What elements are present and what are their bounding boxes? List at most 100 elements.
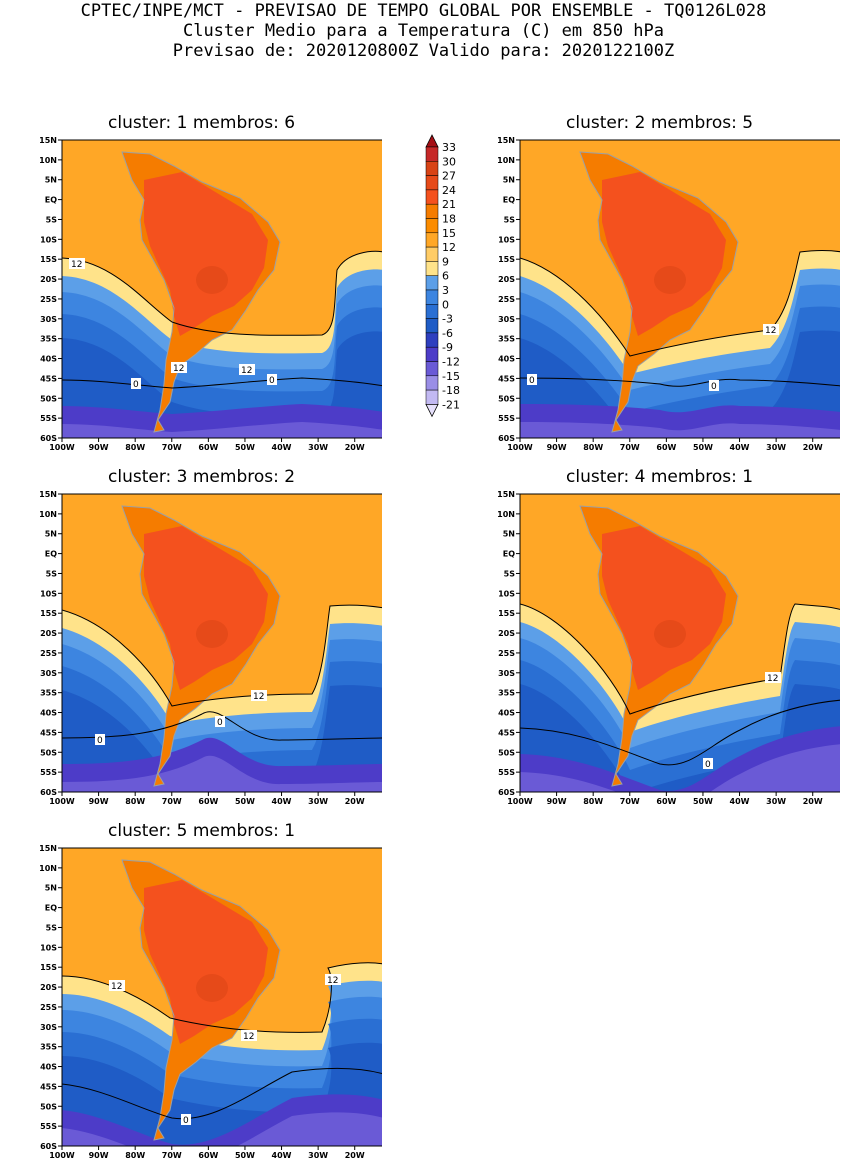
lat-label: 55S bbox=[40, 414, 57, 423]
panel-4-title: cluster: 4 membros: 1 bbox=[566, 467, 754, 487]
lat-label: 15S bbox=[498, 609, 515, 618]
coastline bbox=[121, 505, 281, 787]
contour-label: 0 bbox=[95, 734, 105, 746]
lon-label: 30W bbox=[766, 797, 786, 806]
contour-label: 0 bbox=[703, 758, 713, 770]
contour-label: 12 bbox=[239, 364, 255, 376]
lat-label: 25S bbox=[40, 295, 57, 304]
lat-label: 30S bbox=[40, 669, 57, 678]
lat-label: 40S bbox=[40, 355, 57, 364]
lat-label: 5S bbox=[504, 215, 516, 224]
colorbar-swatch bbox=[425, 189, 439, 205]
lat-label: 10S bbox=[498, 235, 515, 244]
lat-label: 40S bbox=[498, 709, 515, 718]
colorbar-label: 6 bbox=[442, 270, 449, 283]
contour-12 bbox=[520, 603, 840, 715]
colorbar-label: 33 bbox=[442, 141, 456, 154]
colorbar-swatch bbox=[425, 203, 439, 219]
lat-label: 5S bbox=[46, 215, 58, 224]
lat-label: 60S bbox=[40, 434, 57, 443]
lon-label: 90W bbox=[547, 443, 567, 452]
lon-label: 80W bbox=[125, 443, 145, 452]
map-frame bbox=[61, 139, 382, 439]
lat-label: 10N bbox=[39, 156, 57, 165]
colorbar-label: -21 bbox=[442, 398, 460, 411]
lon-label: 100W bbox=[507, 443, 533, 452]
lat-label: 45S bbox=[498, 728, 515, 737]
svg-text:12: 12 bbox=[765, 326, 776, 336]
colorbar-label: -6 bbox=[442, 327, 453, 340]
lon-label: 40W bbox=[730, 443, 750, 452]
panel-5-title: cluster: 5 membros: 1 bbox=[108, 821, 296, 841]
lon-label: 40W bbox=[272, 1151, 292, 1160]
lat-label: 60S bbox=[40, 788, 57, 797]
lat-label: 25S bbox=[40, 1003, 57, 1012]
lon-label: 70W bbox=[162, 797, 182, 806]
colorbar-swatch bbox=[425, 375, 439, 391]
lat-label: 15N bbox=[39, 844, 57, 853]
lon-label: 70W bbox=[162, 1151, 182, 1160]
header-line-3: Previsao de: 2020120800Z Valido para: 20… bbox=[172, 41, 675, 61]
colorbar-label: 30 bbox=[442, 155, 456, 168]
svg-text:0: 0 bbox=[217, 718, 223, 728]
lon-label: 20W bbox=[345, 1151, 365, 1160]
coastline bbox=[121, 859, 281, 1141]
lat-label: 20S bbox=[40, 629, 57, 638]
svg-text:0: 0 bbox=[705, 760, 711, 770]
lat-label: 15N bbox=[39, 490, 57, 499]
panel-1-title: cluster: 1 membros: 6 bbox=[108, 113, 296, 133]
lon-label: 70W bbox=[162, 443, 182, 452]
colorbar-label: 15 bbox=[442, 227, 456, 240]
colorbar-swatch bbox=[425, 289, 439, 305]
lon-label: 50W bbox=[235, 443, 255, 452]
lat-label: 45S bbox=[40, 374, 57, 383]
colorbar-top-arrow bbox=[425, 134, 439, 148]
lat-label: 40S bbox=[498, 355, 515, 364]
lat-label: 50S bbox=[40, 1102, 57, 1111]
lon-label: 40W bbox=[272, 797, 292, 806]
lon-label: 90W bbox=[89, 797, 109, 806]
lat-label: 15N bbox=[39, 136, 57, 145]
colorbar-label: 9 bbox=[442, 255, 449, 268]
coastline bbox=[121, 151, 281, 433]
svg-text:12: 12 bbox=[71, 260, 82, 270]
contour-label: 12 bbox=[765, 672, 781, 684]
lat-label: 5S bbox=[46, 569, 58, 578]
lat-label: 50S bbox=[40, 748, 57, 757]
colorbar-swatch bbox=[425, 146, 439, 162]
lon-label: 90W bbox=[89, 1151, 109, 1160]
lon-label: 80W bbox=[125, 1151, 145, 1160]
contour-12 bbox=[62, 962, 382, 1033]
lat-label: 10N bbox=[497, 156, 515, 165]
lat-label: 10S bbox=[498, 589, 515, 598]
svg-text:12: 12 bbox=[111, 982, 122, 992]
lat-label: 55S bbox=[40, 768, 57, 777]
colorbar-swatch bbox=[425, 346, 439, 362]
lat-label: 15S bbox=[40, 609, 57, 618]
lon-label: 40W bbox=[730, 797, 750, 806]
lon-label: 80W bbox=[583, 797, 603, 806]
lat-label: 10N bbox=[39, 510, 57, 519]
lon-label: 70W bbox=[620, 797, 640, 806]
lat-label: 15S bbox=[40, 963, 57, 972]
contour-label: 12 bbox=[241, 1030, 257, 1042]
lat-label: 10N bbox=[39, 864, 57, 873]
contour-label: 0 bbox=[527, 374, 537, 386]
lat-label: 5N bbox=[503, 176, 515, 185]
colorbar-swatch bbox=[425, 318, 439, 334]
svg-text:12: 12 bbox=[253, 692, 264, 702]
lat-label: 15S bbox=[498, 255, 515, 264]
svg-text:0: 0 bbox=[711, 382, 717, 392]
lon-label: 30W bbox=[308, 443, 328, 452]
lon-label: 100W bbox=[49, 1151, 75, 1160]
lat-label: 35S bbox=[40, 335, 57, 344]
contour-label: 12 bbox=[325, 974, 341, 986]
map-frame bbox=[519, 139, 840, 439]
colorbar-label: -3 bbox=[442, 313, 453, 326]
lat-label: EQ bbox=[503, 550, 515, 559]
contour-0 bbox=[62, 711, 382, 741]
svg-text:12: 12 bbox=[767, 674, 778, 684]
lon-label: 100W bbox=[49, 443, 75, 452]
contour-label: 0 bbox=[131, 378, 141, 390]
